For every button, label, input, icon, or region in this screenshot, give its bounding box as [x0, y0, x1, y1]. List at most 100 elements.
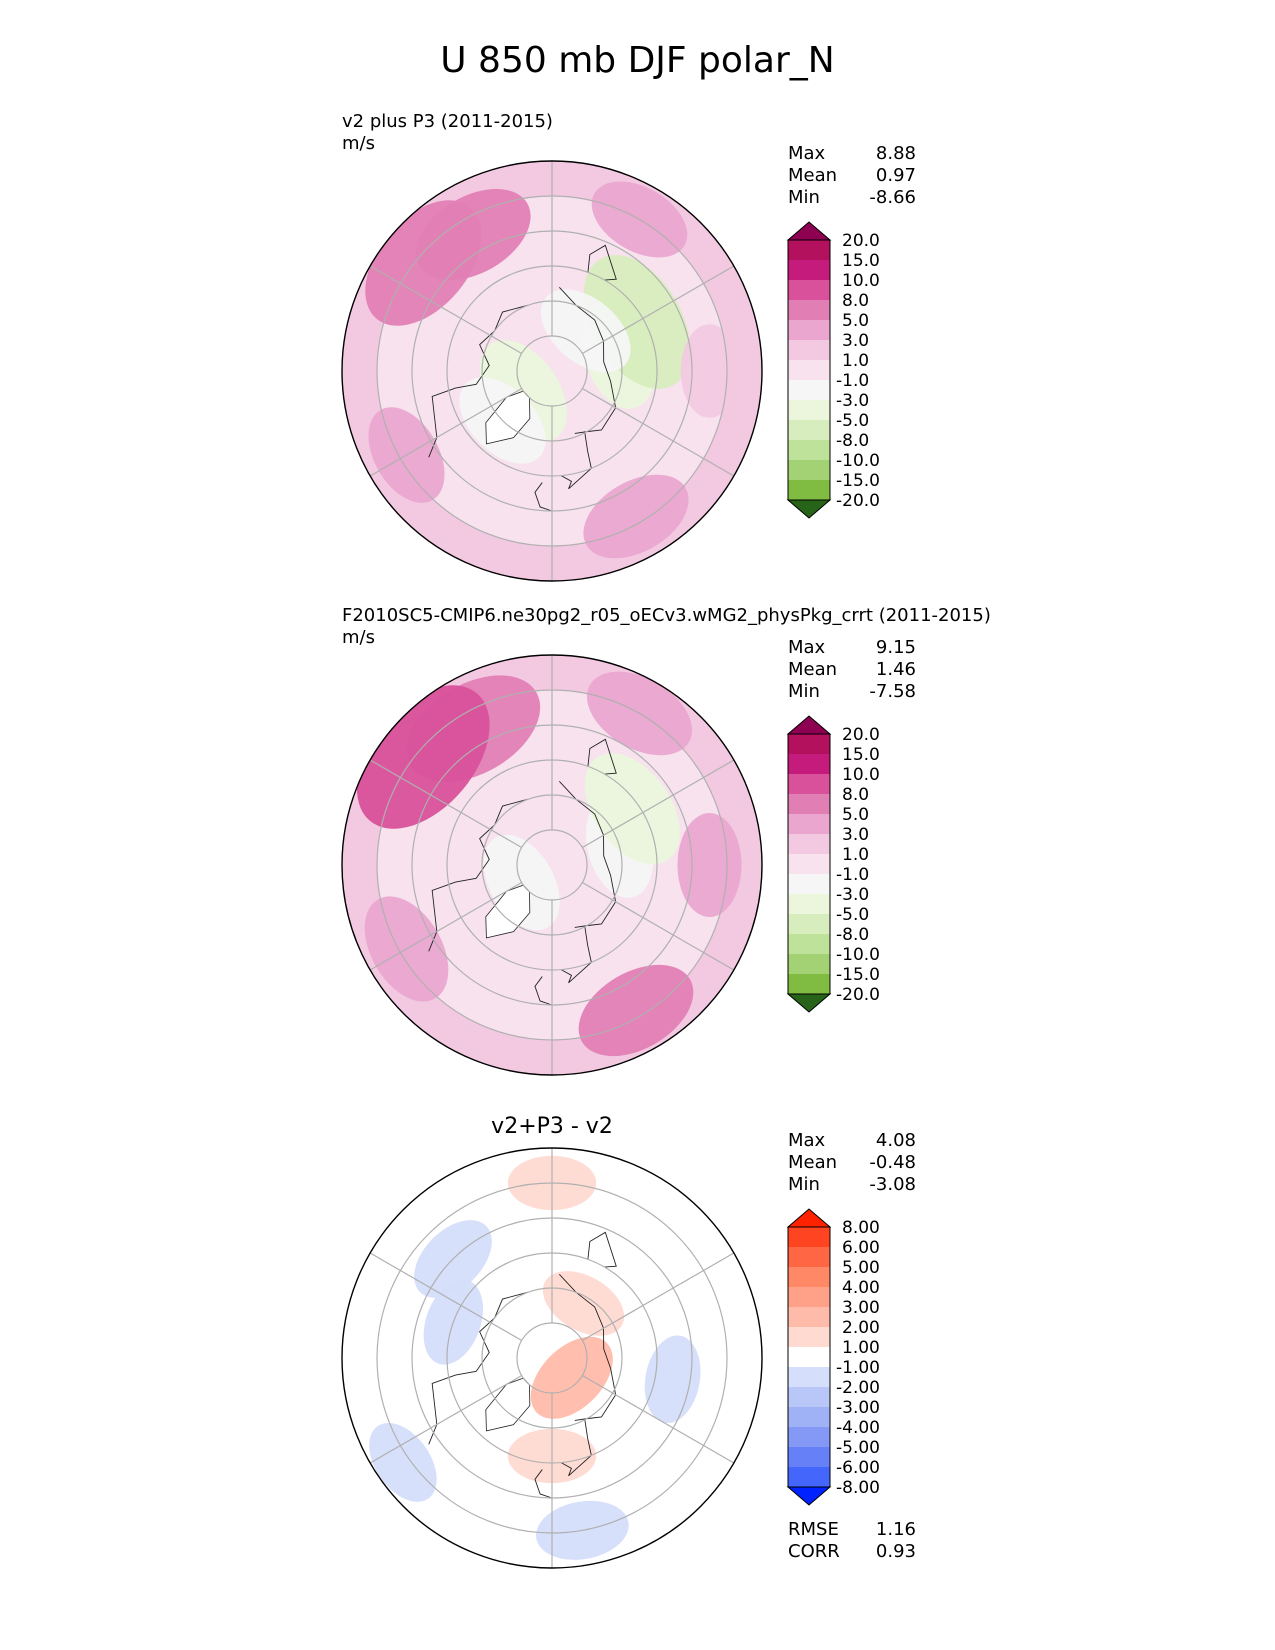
meridian-line [582, 759, 735, 849]
panel2-map [341, 654, 763, 1076]
field-anomaly [530, 1336, 613, 1419]
panel3-extra-stats: RMSE 1.16 CORR 0.93 [788, 1519, 916, 1563]
meridian-line [369, 387, 522, 477]
stat-label: Min [788, 187, 820, 208]
colorbar-bin [788, 774, 830, 795]
stat-label: Max [788, 1130, 826, 1151]
colorbar-tick-label: 15.0 [842, 745, 880, 765]
colorbar-bin [788, 1247, 830, 1268]
colorbar-tick-label: -10.0 [836, 945, 880, 965]
colorbar-tick-label: 8.0 [842, 291, 869, 311]
colorbar-bin [788, 300, 830, 321]
colorbar-bin [788, 280, 830, 301]
colorbar-bin [788, 380, 830, 401]
panel3-stats: Max 4.08 Mean -0.48 Min -3.08 [788, 1130, 916, 1196]
colorbar-tick-label: 5.0 [842, 311, 869, 331]
coastline [558, 287, 617, 434]
colorbar-bin [788, 874, 830, 895]
colorbar-bin [788, 260, 830, 281]
colorbar-tick-label: 3.0 [842, 331, 869, 351]
colorbar-frame [787, 733, 831, 995]
map-boundary [341, 654, 763, 1076]
panel1-colorbar: 20.015.010.08.05.03.01.0-1.0-3.0-5.0-8.0… [786, 221, 880, 519]
corr-label: CORR [788, 1541, 840, 1562]
meridian-line [369, 1252, 522, 1342]
colorbar-tick-label: -5.00 [836, 1438, 880, 1458]
colorbar-tick-label: -8.0 [836, 925, 869, 945]
panel2-colorbar: 20.015.010.08.05.03.01.0-1.0-3.0-5.0-8.0… [786, 715, 880, 1013]
stat-label: Max [788, 637, 826, 658]
coastline [428, 798, 529, 952]
colorbar-tick-label: 1.0 [842, 351, 869, 371]
colorbar-bin [788, 420, 830, 441]
meridian-line [369, 265, 522, 355]
stat-value: 9.15 [875, 637, 916, 658]
colorbar-bin [788, 1287, 830, 1308]
meridian-line [582, 1252, 735, 1342]
colorbar-bin [788, 934, 830, 955]
colorbar-tick-label: 20.0 [842, 231, 880, 251]
colorbar-tick-label: -3.0 [836, 885, 869, 905]
meridian-line [369, 759, 522, 849]
colorbar-tick-label: -1.0 [836, 371, 869, 391]
colorbar-tick-label: -15.0 [836, 471, 880, 491]
stat-value: 0.97 [875, 165, 916, 186]
colorbar-tick-label: -1.0 [836, 865, 869, 885]
field-anomaly [578, 964, 694, 1057]
field-anomaly [583, 474, 689, 559]
colorbar-extend-top [786, 221, 832, 241]
colorbar-bin [788, 1227, 830, 1248]
coastline [534, 976, 553, 1006]
panel3-colorbar: 8.006.005.004.003.002.001.00-1.00-2.00-3… [786, 1208, 880, 1506]
colorbar-tick-label: -3.00 [836, 1398, 880, 1418]
panel1-stats: Max 8.88 Mean 0.97 Min -8.66 [788, 143, 916, 209]
stat-label: Min [788, 1174, 820, 1195]
greenland-outline [485, 390, 531, 445]
colorbar-frame [787, 1226, 831, 1488]
colorbar-tick-label: 20.0 [842, 725, 880, 745]
stat-value: -8.66 [869, 187, 916, 208]
colorbar-extend-bottom [786, 499, 832, 519]
panel2-title: F2010SC5-CMIP6.ne30pg2_r05_oECv3.wMG2_ph… [342, 605, 991, 626]
coastline [587, 244, 617, 281]
colorbar-bin [788, 1467, 830, 1488]
colorbar-bin [788, 360, 830, 381]
colorbar-bin [788, 834, 830, 855]
stat-label: Mean [788, 659, 838, 680]
greenland-outline [485, 884, 531, 939]
colorbar-bin [788, 854, 830, 875]
colorbar-bin [788, 1307, 830, 1328]
meridian-line [369, 1374, 522, 1464]
field-anomaly [680, 324, 739, 418]
colorbar-tick-label: -2.00 [836, 1378, 880, 1398]
colorbar-bin [788, 340, 830, 361]
colorbar-bin [788, 974, 830, 995]
colorbar-bin [788, 320, 830, 341]
field-anomaly [644, 1335, 701, 1424]
colorbar-tick-label: -6.00 [836, 1458, 880, 1478]
meridian-line [582, 881, 735, 971]
colorbar-tick-label: -5.0 [836, 905, 869, 925]
colorbar-bin [788, 794, 830, 815]
stat-value: -7.58 [869, 681, 916, 702]
colorbar-frame [787, 239, 831, 501]
panel2-units: m/s [342, 627, 375, 648]
field-anomaly [540, 289, 631, 373]
colorbar-bin [788, 954, 830, 975]
greenland-outline [485, 1377, 531, 1432]
stat-label: Min [788, 681, 820, 702]
stat-label: Mean [788, 1152, 838, 1173]
colorbar-tick-label: -1.00 [836, 1358, 880, 1378]
colorbar-tick-label: 3.00 [842, 1298, 880, 1318]
colorbar-bin [788, 1347, 830, 1368]
meridian-line [369, 881, 522, 971]
coastline [587, 738, 617, 775]
colorbar-bin [788, 400, 830, 421]
coastline [558, 1274, 617, 1421]
colorbar-tick-label: -20.0 [836, 985, 880, 1005]
coastline [428, 1291, 529, 1445]
colorbar-tick-label: 10.0 [842, 271, 880, 291]
panel2-stats: Max 9.15 Mean 1.46 Min -7.58 [788, 637, 916, 703]
colorbar-tick-label: 8.00 [842, 1218, 880, 1238]
coastline [560, 926, 592, 984]
